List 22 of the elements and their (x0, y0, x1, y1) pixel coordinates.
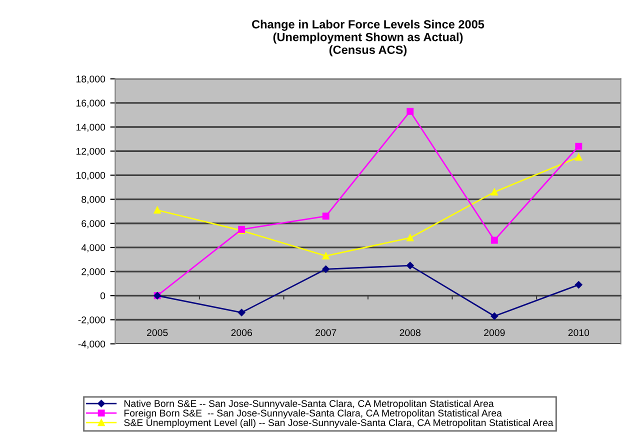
x-tick-label: 2008 (400, 329, 421, 336)
y-tick-label: 16,000 (76, 100, 106, 108)
x-tick-label: 2010 (568, 329, 590, 336)
y-tick-label: 18,000 (76, 76, 106, 84)
legend-label: S&E Unemployment Level (all) -- San Jose-Sunnyvale-Santa Clara, CA Metropolitan Statistical Area (124, 418, 554, 428)
y-tick-label: -4,000 (78, 340, 106, 349)
y-tick-label: 4,000 (81, 244, 106, 252)
y-tick-label: 2,000 (82, 268, 106, 276)
y-tick-label: 14,000 (76, 124, 106, 132)
y-tick-label: 6,000 (82, 220, 106, 228)
y-tick-label: -2,000 (78, 316, 106, 325)
y-tick-label: 10,000 (76, 172, 106, 180)
x-tick-label: 2005 (147, 329, 168, 336)
x-tick-label: 2006 (231, 329, 252, 336)
y-tick-label: 0 (100, 292, 106, 300)
legend-label: Foreign Born S&E -- San Jose-Sunnyvale-Santa Clara, CA Metropolitan Statistical Area (124, 409, 502, 418)
x-tick-label: 2007 (316, 329, 336, 336)
y-tick-label: 8,000 (82, 196, 106, 204)
x-tick-label: 2009 (484, 329, 505, 336)
legend-label: Native Born S&E -- San Jose-Sunnyvale-Santa Clara, CA Metropolitan Statistical Area (124, 400, 494, 409)
y-tick-label: 12,000 (76, 148, 106, 156)
chart-title: Change in Labor Force Levels Since 2005 (Unemployment Shown as Actual) (Census ACS) (252, 20, 484, 56)
